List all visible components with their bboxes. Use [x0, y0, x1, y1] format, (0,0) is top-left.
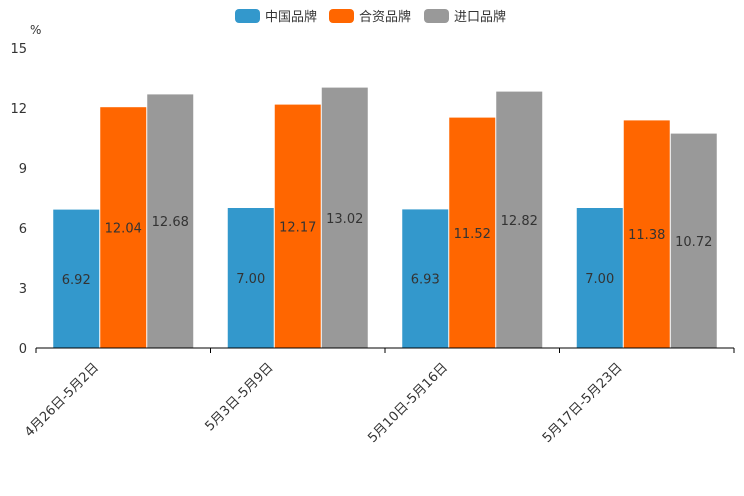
y-axis: 0 3 6 9 12 15: [10, 42, 27, 357]
bar-value-label-1-2: 13.02: [326, 212, 363, 227]
legend-label-1: 合资品牌: [359, 9, 411, 25]
bar-value-label-1-1: 12.17: [279, 220, 316, 235]
bar-2-1: [449, 117, 496, 348]
bar-value-label-0-0: 6.92: [62, 273, 91, 288]
y-tick-label-0: 0: [19, 342, 27, 357]
bar-0-0: [53, 209, 100, 348]
x-tick-label-1: 5月3日-5月9日: [202, 360, 276, 434]
x-tick-label-2: 5月10日-5月16日: [365, 360, 451, 446]
bar-value-label-2-0: 6.93: [411, 273, 440, 288]
bar-3-2: [670, 133, 717, 348]
legend-label-0: 中国品牌: [265, 9, 317, 25]
bar-1-0: [227, 208, 274, 348]
bar-value-label-1-0: 7.00: [236, 272, 265, 287]
bar-value-label-2-1: 11.52: [454, 227, 491, 242]
legend: 中国品牌 合资品牌 进口品牌: [235, 9, 506, 25]
bar-3-0: [576, 208, 623, 348]
x-axis: 4月26日-5月2日 5月3日-5月9日 5月10日-5月16日 5月17日-5月23…: [22, 347, 735, 446]
bar-1-2: [321, 87, 368, 348]
bar-0-1: [100, 107, 147, 348]
legend-swatch-2: [424, 9, 449, 23]
bar-value-label-3-0: 7.00: [585, 272, 614, 287]
bar-1-1: [274, 104, 321, 348]
bar-2-0: [402, 209, 449, 348]
legend-label-2: 进口品牌: [454, 9, 506, 25]
bar-2-2: [496, 91, 543, 348]
x-tick-label-3: 5月17日-5月23日: [540, 360, 626, 446]
bar-value-label-3-1: 11.38: [628, 228, 665, 243]
bar-value-label-3-2: 10.72: [675, 235, 712, 250]
y-tick-label-2: 6: [19, 222, 27, 237]
bar-3-1: [623, 120, 670, 349]
bar-0-2: [147, 94, 194, 349]
x-tick-label-0: 4月26日-5月2日: [22, 360, 102, 440]
y-axis-unit-label: %: [30, 23, 41, 37]
y-tick-label-5: 15: [10, 42, 27, 57]
y-tick-label-1: 3: [19, 282, 27, 297]
bars: 6.92 12.04 12.68 7.00 12.17 13.02 6.93 11.52 12.…: [53, 87, 717, 349]
legend-swatch-0: [235, 9, 260, 23]
bar-value-label-2-2: 12.82: [501, 214, 538, 229]
bar-value-label-0-1: 12.04: [105, 222, 142, 237]
legend-swatch-1: [329, 9, 354, 23]
y-tick-label-3: 9: [19, 162, 27, 177]
y-tick-label-4: 12: [10, 102, 27, 117]
bar-value-label-0-2: 12.68: [152, 215, 189, 230]
